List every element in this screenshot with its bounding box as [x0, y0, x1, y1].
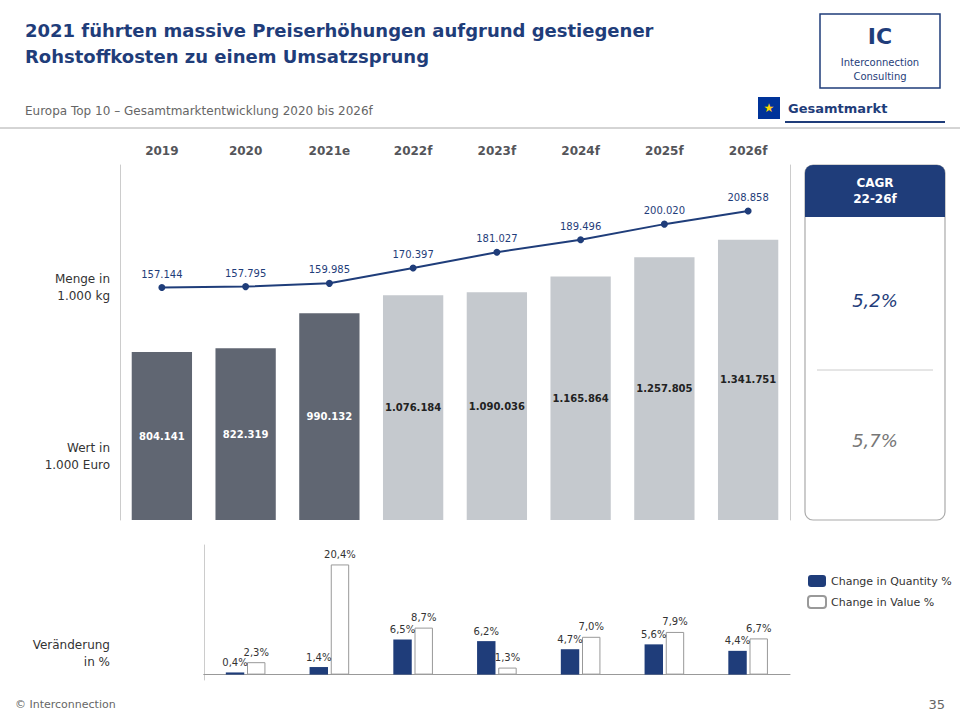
svg-text:Gesamtmarkt: Gesamtmarkt — [788, 101, 887, 116]
svg-text:★: ★ — [764, 101, 775, 115]
svg-text:208.858: 208.858 — [727, 192, 768, 203]
svg-text:2023f: 2023f — [478, 144, 517, 158]
svg-text:6,7%: 6,7% — [746, 623, 771, 634]
svg-text:159.985: 159.985 — [309, 264, 350, 275]
svg-text:Change in Value %: Change in Value % — [831, 596, 934, 609]
svg-text:1.257.805: 1.257.805 — [636, 383, 692, 394]
svg-text:6,5%: 6,5% — [390, 624, 415, 635]
svg-text:2019: 2019 — [145, 144, 178, 158]
svg-text:157.144: 157.144 — [141, 269, 182, 280]
svg-text:IC: IC — [868, 24, 892, 49]
svg-text:2,3%: 2,3% — [244, 647, 269, 658]
svg-text:2025f: 2025f — [645, 144, 684, 158]
svg-text:170.397: 170.397 — [392, 249, 433, 260]
svg-text:7,9%: 7,9% — [662, 616, 687, 627]
svg-text:157.795: 157.795 — [225, 268, 266, 279]
svg-text:Menge in: Menge in — [55, 272, 110, 286]
svg-text:1.165.864: 1.165.864 — [552, 393, 608, 404]
svg-text:1.341.751: 1.341.751 — [720, 374, 776, 385]
svg-text:4,4%: 4,4% — [725, 635, 750, 646]
svg-text:20,4%: 20,4% — [324, 549, 356, 560]
svg-text:990.132: 990.132 — [307, 411, 353, 422]
svg-text:1.090.036: 1.090.036 — [469, 401, 525, 412]
svg-text:Interconnection: Interconnection — [841, 57, 919, 68]
svg-text:2022f: 2022f — [394, 144, 433, 158]
svg-text:Veränderung: Veränderung — [33, 638, 110, 652]
svg-text:in %: in % — [84, 655, 110, 669]
svg-text:189.496: 189.496 — [560, 221, 601, 232]
svg-text:2021e: 2021e — [309, 144, 351, 158]
svg-text:Wert in: Wert in — [67, 441, 110, 455]
svg-text:181.027: 181.027 — [476, 233, 517, 244]
svg-text:822.319: 822.319 — [223, 429, 269, 440]
svg-text:Europa Top 10 – Gesamtmarktent: Europa Top 10 – Gesamtmarktentwicklung 2… — [25, 104, 374, 118]
svg-text:2021 führten massive Preiserhö: 2021 führten massive Preiserhöhungen auf… — [25, 20, 654, 41]
svg-text:Rohstoffkosten zu einem Umsatz: Rohstoffkosten zu einem Umsatzsprung — [25, 46, 429, 67]
svg-text:8,7%: 8,7% — [411, 612, 436, 623]
svg-text:7,0%: 7,0% — [579, 621, 604, 632]
svg-text:5,2%: 5,2% — [852, 290, 898, 311]
svg-text:0,4%: 0,4% — [222, 657, 247, 668]
svg-text:2024f: 2024f — [561, 144, 600, 158]
svg-text:Change in Quantity %: Change in Quantity % — [831, 575, 952, 588]
svg-text:1.000 Euro: 1.000 Euro — [45, 458, 110, 472]
svg-text:1.000 kg: 1.000 kg — [57, 289, 110, 303]
svg-text:5,7%: 5,7% — [852, 430, 898, 451]
svg-text:1,3%: 1,3% — [495, 652, 520, 663]
svg-text:CAGR: CAGR — [856, 176, 893, 190]
svg-text:4,7%: 4,7% — [557, 634, 582, 645]
svg-text:22-26f: 22-26f — [853, 192, 897, 206]
svg-text:2020: 2020 — [229, 144, 262, 158]
svg-text:804.141: 804.141 — [139, 431, 185, 442]
svg-text:© Interconnection: © Interconnection — [15, 698, 116, 711]
svg-text:35: 35 — [928, 697, 945, 712]
svg-text:Consulting: Consulting — [853, 71, 906, 82]
svg-text:1,4%: 1,4% — [306, 652, 331, 663]
svg-text:1.076.184: 1.076.184 — [385, 402, 441, 413]
svg-text:2026f: 2026f — [729, 144, 768, 158]
svg-text:5,6%: 5,6% — [641, 629, 666, 640]
svg-text:6,2%: 6,2% — [474, 626, 499, 637]
svg-text:200.020: 200.020 — [644, 205, 685, 216]
